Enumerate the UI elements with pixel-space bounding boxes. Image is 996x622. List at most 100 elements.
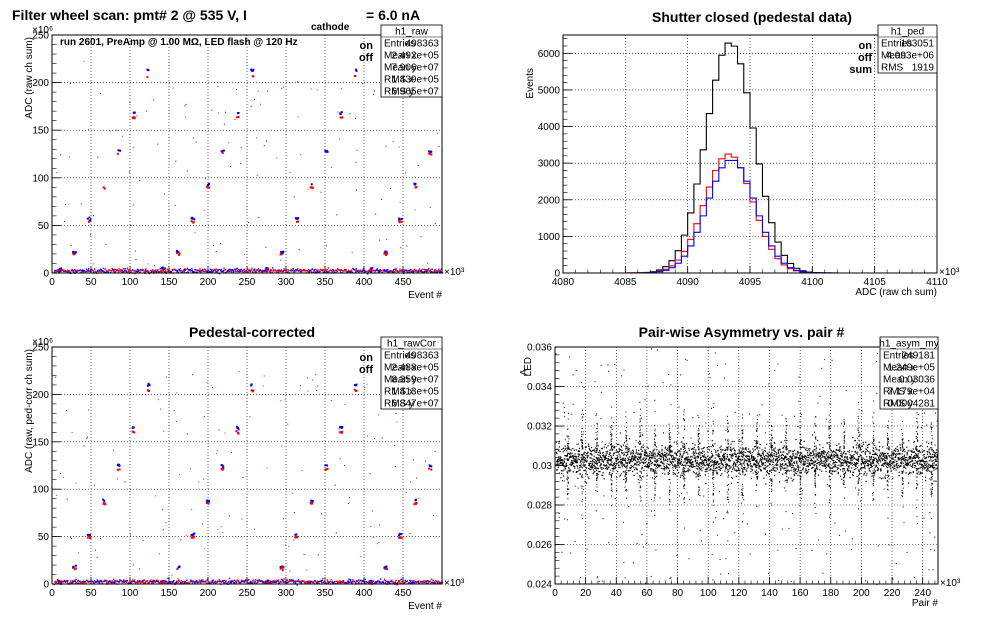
point-band	[821, 465, 823, 467]
point-band	[579, 464, 581, 467]
point-band	[700, 456, 702, 458]
point-band	[621, 450, 623, 452]
point-band	[771, 453, 773, 455]
point-scatter	[69, 536, 71, 538]
point-band	[720, 461, 723, 464]
x-tick-label: 40	[611, 588, 623, 599]
point-band	[614, 466, 616, 468]
y-tick-label: 250	[32, 31, 49, 42]
point-band	[565, 454, 567, 457]
point-baseline	[439, 269, 441, 272]
point-baseline	[105, 269, 108, 272]
point-band	[578, 459, 580, 461]
point-baseline	[78, 270, 81, 272]
point-baseline	[235, 268, 237, 270]
point-baseline	[175, 582, 177, 584]
point-band	[579, 473, 581, 475]
point-band	[737, 461, 739, 463]
point-baseline	[351, 581, 354, 583]
x-tick-label: 50	[85, 588, 97, 599]
point-band	[681, 463, 683, 465]
point-band	[589, 457, 591, 459]
point-scatter	[265, 246, 267, 248]
point-band	[808, 463, 811, 465]
point-band	[779, 465, 781, 468]
point-band	[728, 465, 731, 467]
point-baseline	[329, 580, 331, 583]
point-band	[612, 445, 614, 447]
point-baseline	[259, 269, 262, 272]
point-baseline	[371, 581, 373, 583]
point-baseline	[257, 580, 260, 582]
x-axis-label: Event #	[408, 290, 442, 301]
point-band	[718, 453, 720, 456]
point-baseline	[413, 579, 415, 582]
point-band	[629, 461, 631, 463]
point-baseline	[184, 581, 186, 584]
point-scatter	[204, 548, 206, 550]
point-band	[719, 469, 721, 471]
point-band	[687, 470, 689, 472]
point-band	[666, 463, 668, 465]
point-band	[664, 446, 667, 448]
point-on	[324, 149, 327, 152]
point-band	[643, 461, 645, 463]
point-band	[830, 450, 832, 452]
point-baseline	[142, 581, 144, 583]
point-band	[810, 454, 812, 456]
point-band	[622, 471, 624, 473]
point-baseline	[154, 580, 156, 582]
point-baseline	[122, 268, 125, 270]
point-band	[786, 467, 788, 469]
point-scatter	[86, 438, 88, 440]
plot-panel-1: 0 50 100 150 200 250 300 350 400 4500501001502002…	[12, 7, 465, 301]
point-off	[221, 151, 224, 154]
stats-value: 1.439e+05	[391, 75, 439, 86]
point-band	[687, 462, 689, 464]
point-on	[57, 579, 60, 582]
point-band	[601, 460, 603, 462]
point-band	[634, 454, 636, 457]
point-off	[116, 468, 119, 471]
point-band	[752, 459, 754, 461]
point-band	[602, 467, 605, 469]
point-band	[821, 462, 824, 464]
point-band	[813, 465, 816, 467]
point-band	[677, 462, 680, 464]
point-band	[788, 452, 790, 454]
point-baseline	[222, 579, 224, 582]
point-band	[700, 458, 702, 460]
point-band	[565, 447, 567, 449]
point-band	[590, 468, 592, 471]
point-scatter	[92, 215, 94, 217]
point-baseline	[220, 270, 222, 272]
point-band	[661, 450, 663, 452]
point-scatter	[238, 371, 240, 373]
point-baseline	[268, 582, 271, 584]
point-band	[631, 449, 634, 451]
point-scatter	[250, 105, 252, 107]
point-band	[610, 457, 613, 459]
point-baseline	[288, 581, 290, 583]
point-band	[556, 469, 558, 471]
point-band	[570, 464, 572, 466]
point-baseline	[178, 268, 180, 271]
point-band	[638, 482, 640, 484]
point-band	[839, 458, 842, 460]
point-band	[793, 449, 796, 452]
point-band	[827, 452, 829, 454]
point-band	[699, 454, 701, 456]
point-band	[759, 447, 761, 449]
point-band	[735, 456, 737, 458]
point-baseline	[214, 269, 217, 272]
point-scatter	[121, 135, 123, 137]
point-band	[860, 468, 862, 470]
point-baseline	[86, 270, 89, 272]
point-baseline	[402, 580, 404, 583]
point-scatter	[60, 472, 62, 474]
point-band	[682, 468, 684, 470]
point-band	[799, 453, 801, 455]
point-baseline	[366, 273, 369, 275]
point-off	[132, 430, 135, 433]
